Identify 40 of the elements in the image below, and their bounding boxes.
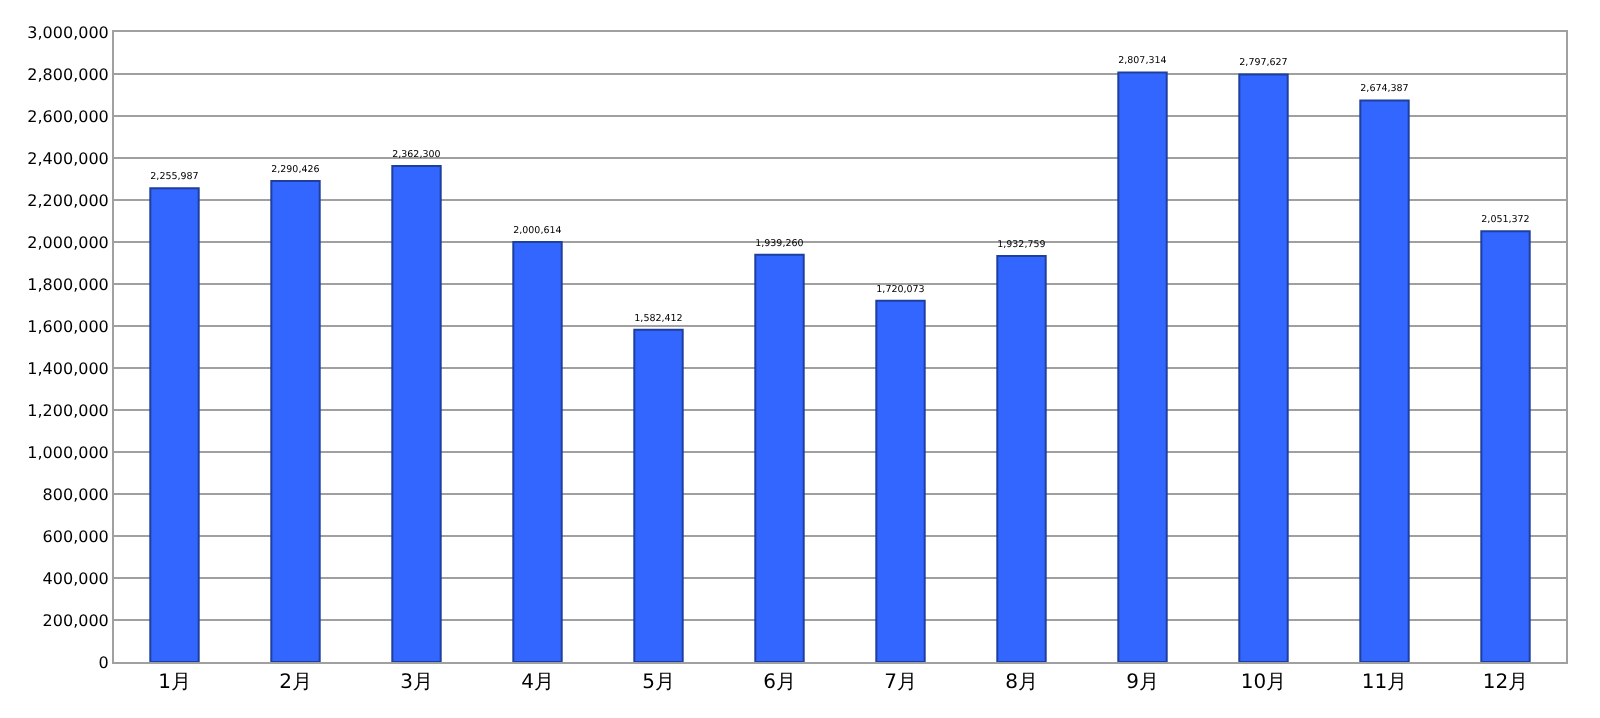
x-tick-label: 1月: [158, 672, 191, 694]
bar: [270, 180, 321, 662]
x-tick-label: 2月: [279, 672, 312, 694]
y-tick-label: 1,800,000: [27, 275, 109, 294]
bar: [1480, 230, 1531, 662]
y-tick-label: 3,000,000: [27, 23, 109, 42]
y-tick-label: 2,200,000: [27, 191, 109, 210]
y-tick-label: 1,400,000: [27, 359, 109, 378]
y-tick-label: 1,200,000: [27, 401, 109, 420]
y-tick-label: 1,000,000: [27, 443, 109, 462]
x-tick-label: 6月: [763, 672, 796, 694]
x-tick-label: 8月: [1005, 672, 1038, 694]
x-tick-label: 10月: [1240, 672, 1287, 694]
x-tick-label: 5月: [642, 672, 675, 694]
bar: [875, 299, 926, 662]
y-tick-label: 1,600,000: [27, 317, 109, 336]
bar: [391, 164, 442, 662]
y-tick-label: 2,800,000: [27, 65, 109, 84]
bar: [1238, 73, 1289, 662]
x-tick-label: 12月: [1482, 672, 1529, 694]
bar: [633, 328, 684, 662]
x-tick-label: 7月: [884, 672, 917, 694]
y-tick-label: 600,000: [42, 527, 109, 546]
y-tick-label: 800,000: [42, 485, 109, 504]
x-tick-label: 9月: [1126, 672, 1159, 694]
x-tick-label: 4月: [521, 672, 554, 694]
bar: [149, 187, 200, 662]
y-tick-label: 0: [98, 653, 109, 672]
y-tick-label: 2,000,000: [27, 233, 109, 252]
y-tick-label: 400,000: [42, 569, 109, 588]
x-tick-label: 11月: [1361, 672, 1408, 694]
bar: [996, 255, 1047, 662]
y-tick-label: 2,600,000: [27, 107, 109, 126]
bar: [1359, 99, 1410, 662]
bar: [512, 240, 563, 662]
y-tick-label: 200,000: [42, 611, 109, 630]
bar: [1117, 71, 1168, 662]
y-tick-label: 2,400,000: [27, 149, 109, 168]
bar: [754, 253, 805, 662]
x-tick-label: 3月: [400, 672, 433, 694]
